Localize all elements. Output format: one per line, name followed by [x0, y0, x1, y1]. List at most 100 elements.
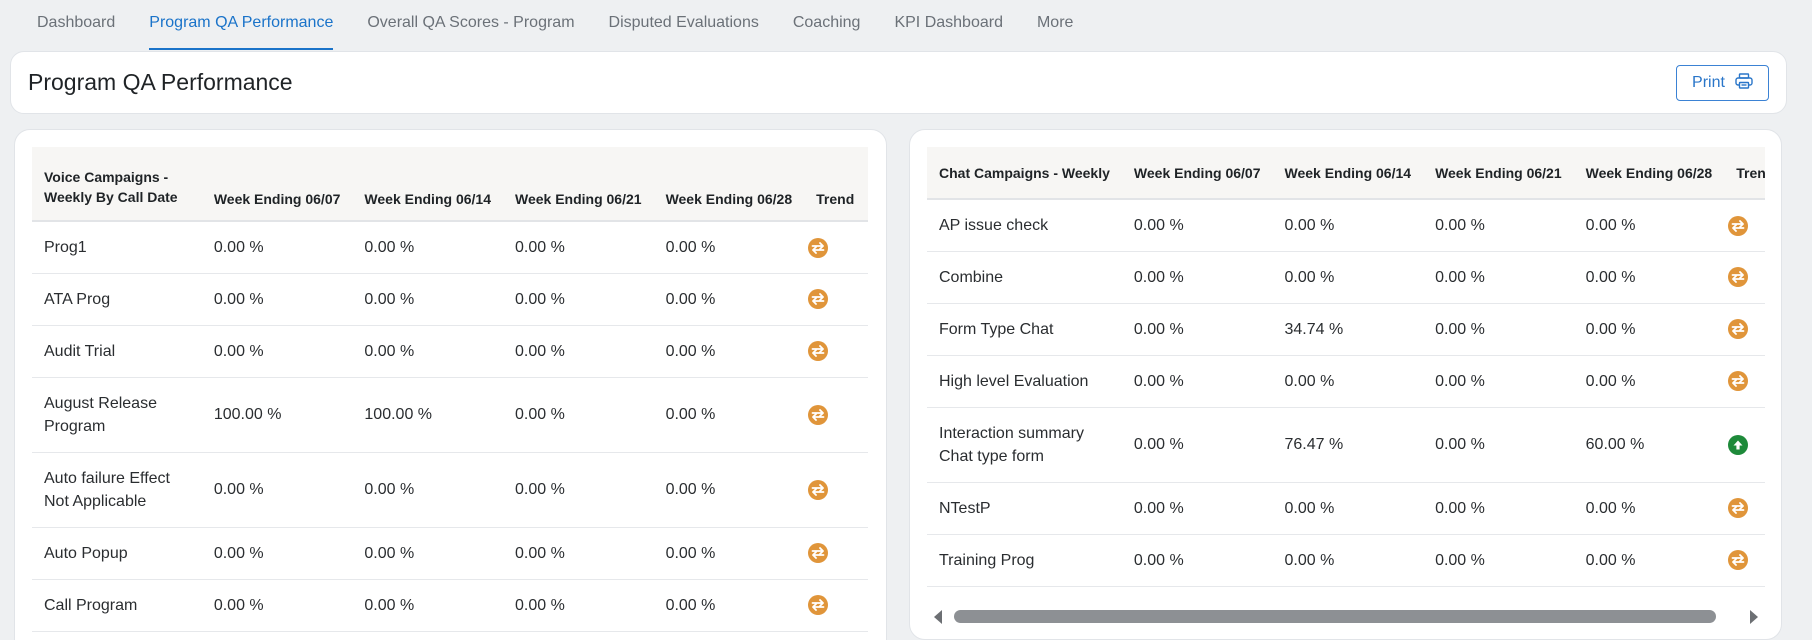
campaign-name: AP issue check: [927, 199, 1122, 252]
column-header-week-1[interactable]: Week Ending 06/07: [201, 147, 353, 222]
column-header-week-4[interactable]: Week Ending 06/28: [653, 147, 805, 222]
column-header-trend[interactable]: Trend: [804, 147, 868, 222]
tab-disputed-evaluations[interactable]: Disputed Evaluations: [608, 14, 759, 31]
trend-flat-icon[interactable]: [808, 341, 829, 362]
week-1-score: 0.00 %: [1121, 482, 1273, 535]
voice-campaigns-panel: Voice Campaigns - Weekly By Call Date We…: [14, 129, 887, 640]
week-4-score: 0.00 %: [653, 377, 805, 453]
week-2-score: 0.00 %: [352, 579, 503, 632]
table-row: NTestP 0.00 % 0.00 % 0.00 % 0.00 %: [927, 482, 1765, 535]
campaign-name: Call Program: [32, 579, 202, 632]
week-4-score: 0.00 %: [653, 527, 805, 580]
column-header-week-2[interactable]: Week Ending 06/14: [1272, 147, 1424, 200]
campaign-name: Auto failure Effect Not Applicable: [32, 452, 202, 528]
print-button[interactable]: Print: [1676, 65, 1769, 101]
campaign-name: August Release Program: [32, 377, 202, 453]
horizontal-scrollbar[interactable]: [927, 604, 1765, 628]
campaign-name: Interaction summary Chat type form: [927, 407, 1122, 483]
tab-program-qa-performance[interactable]: Program QA Performance: [149, 0, 334, 51]
column-header-trend[interactable]: Trend: [1724, 147, 1765, 200]
column-header-week-3[interactable]: Week Ending 06/21: [1423, 147, 1574, 200]
tab-more[interactable]: More: [1036, 14, 1074, 31]
week-3-score: 0.00 %: [1423, 355, 1574, 408]
table-row: Auto Popup 0.00 % 0.00 % 0.00 % 0.00 %: [32, 527, 868, 580]
week-3-score: 0.00 %: [502, 452, 654, 528]
week-2-score: 34.74 %: [1272, 303, 1424, 356]
campaign-name: Audit Trial: [32, 325, 202, 378]
tab-overall-qa-scores-program[interactable]: Overall QA Scores - Program: [367, 14, 575, 31]
tab-kpi-dashboard[interactable]: KPI Dashboard: [894, 14, 1003, 31]
week-2-score: 0.00 %: [1272, 355, 1424, 408]
trend-flat-icon[interactable]: [808, 289, 829, 310]
column-header-week-3[interactable]: Week Ending 06/21: [502, 147, 654, 222]
week-4-score: 0.00 %: [1573, 482, 1725, 535]
table-row: Combine 0.00 % 0.00 % 0.00 % 0.00 %: [927, 251, 1765, 304]
trend-cell: [804, 273, 868, 326]
week-2-score: 0.00 %: [352, 452, 503, 528]
column-header-campaign[interactable]: Voice Campaigns - Weekly By Call Date: [32, 147, 202, 222]
tab-dashboard[interactable]: Dashboard: [37, 14, 116, 31]
trend-flat-icon[interactable]: [808, 404, 829, 425]
week-3-score: 0.00 %: [1423, 303, 1574, 356]
week-3-score: 0.00 %: [502, 377, 654, 453]
week-2-score: 76.47 %: [1272, 407, 1424, 483]
week-2-score: 100.00 %: [352, 377, 503, 453]
trend-flat-icon[interactable]: [1728, 267, 1749, 288]
page-title: Program QA Performance: [28, 69, 293, 95]
chat-campaigns-table: Chat Campaigns - Weekly Week Ending 06/0…: [927, 147, 1765, 587]
trend-flat-icon[interactable]: [1728, 550, 1749, 571]
trend-flat-icon[interactable]: [1728, 498, 1749, 519]
campaign-name: ATA Prog: [32, 273, 202, 326]
week-3-score: 0.00 %: [502, 579, 654, 632]
tab-coaching[interactable]: Coaching: [792, 14, 861, 31]
trend-cell: [1724, 303, 1765, 356]
trend-cell: [1724, 534, 1765, 587]
trend-flat-icon[interactable]: [808, 595, 829, 616]
trend-flat-icon[interactable]: [808, 543, 829, 564]
column-header-week-1[interactable]: Week Ending 06/07: [1121, 147, 1273, 200]
week-1-score: 0.00 %: [201, 452, 353, 528]
trend-cell: [1724, 251, 1765, 304]
trend-flat-icon[interactable]: [808, 479, 829, 500]
column-header-week-2[interactable]: Week Ending 06/14: [352, 147, 503, 222]
table-header-row: Voice Campaigns - Weekly By Call Date We…: [32, 147, 868, 222]
trend-flat-icon[interactable]: [1728, 319, 1749, 340]
trend-flat-icon[interactable]: [808, 237, 829, 258]
trend-cell: [1724, 355, 1765, 408]
week-3-score: 0.00 %: [502, 527, 654, 580]
chat-table-wrapper[interactable]: Chat Campaigns - Weekly Week Ending 06/0…: [927, 147, 1765, 617]
week-4-score: 60.00 %: [1573, 407, 1725, 483]
week-4-score: 0.00 %: [653, 273, 805, 326]
week-1-score: 0.00 %: [201, 273, 353, 326]
week-4-score: 0.00 %: [1573, 534, 1725, 587]
trend-cell: [804, 377, 868, 453]
column-header-campaign[interactable]: Chat Campaigns - Weekly: [927, 147, 1122, 200]
table-row: ATA Prog 0.00 % 0.00 % 0.00 % 0.00 %: [32, 273, 868, 326]
week-1-score: 0.00 %: [1121, 355, 1273, 408]
column-header-week-4[interactable]: Week Ending 06/28: [1573, 147, 1725, 200]
voice-campaigns-table: Voice Campaigns - Weekly By Call Date We…: [32, 147, 868, 632]
week-2-score: 0.00 %: [1272, 251, 1424, 304]
campaign-name: Training Prog: [927, 534, 1122, 587]
trend-flat-icon[interactable]: [1728, 215, 1749, 236]
scrollbar-thumb[interactable]: [954, 610, 1716, 623]
week-1-score: 0.00 %: [1121, 251, 1273, 304]
week-3-score: 0.00 %: [1423, 251, 1574, 304]
table-row: Form Type Chat 0.00 % 34.74 % 0.00 % 0.0…: [927, 303, 1765, 356]
scroll-right-arrow-icon[interactable]: [1750, 610, 1758, 624]
week-1-score: 0.00 %: [1121, 407, 1273, 483]
trend-flat-icon[interactable]: [1728, 371, 1749, 392]
top-nav: Dashboard Program QA Performance Overall…: [0, 0, 1812, 51]
printer-icon: [1735, 72, 1753, 94]
week-4-score: 0.00 %: [653, 325, 805, 378]
table-row: High level Evaluation 0.00 % 0.00 % 0.00…: [927, 355, 1765, 408]
scroll-left-arrow-icon[interactable]: [934, 610, 942, 624]
table-row: August Release Program 100.00 % 100.00 %…: [32, 377, 868, 453]
week-4-score: 0.00 %: [653, 579, 805, 632]
week-3-score: 0.00 %: [502, 325, 654, 378]
chat-campaigns-panel: Chat Campaigns - Weekly Week Ending 06/0…: [909, 129, 1782, 640]
campaign-name: NTestP: [927, 482, 1122, 535]
week-1-score: 0.00 %: [201, 325, 353, 378]
week-3-score: 0.00 %: [502, 273, 654, 326]
trend-up-icon[interactable]: [1728, 434, 1749, 455]
